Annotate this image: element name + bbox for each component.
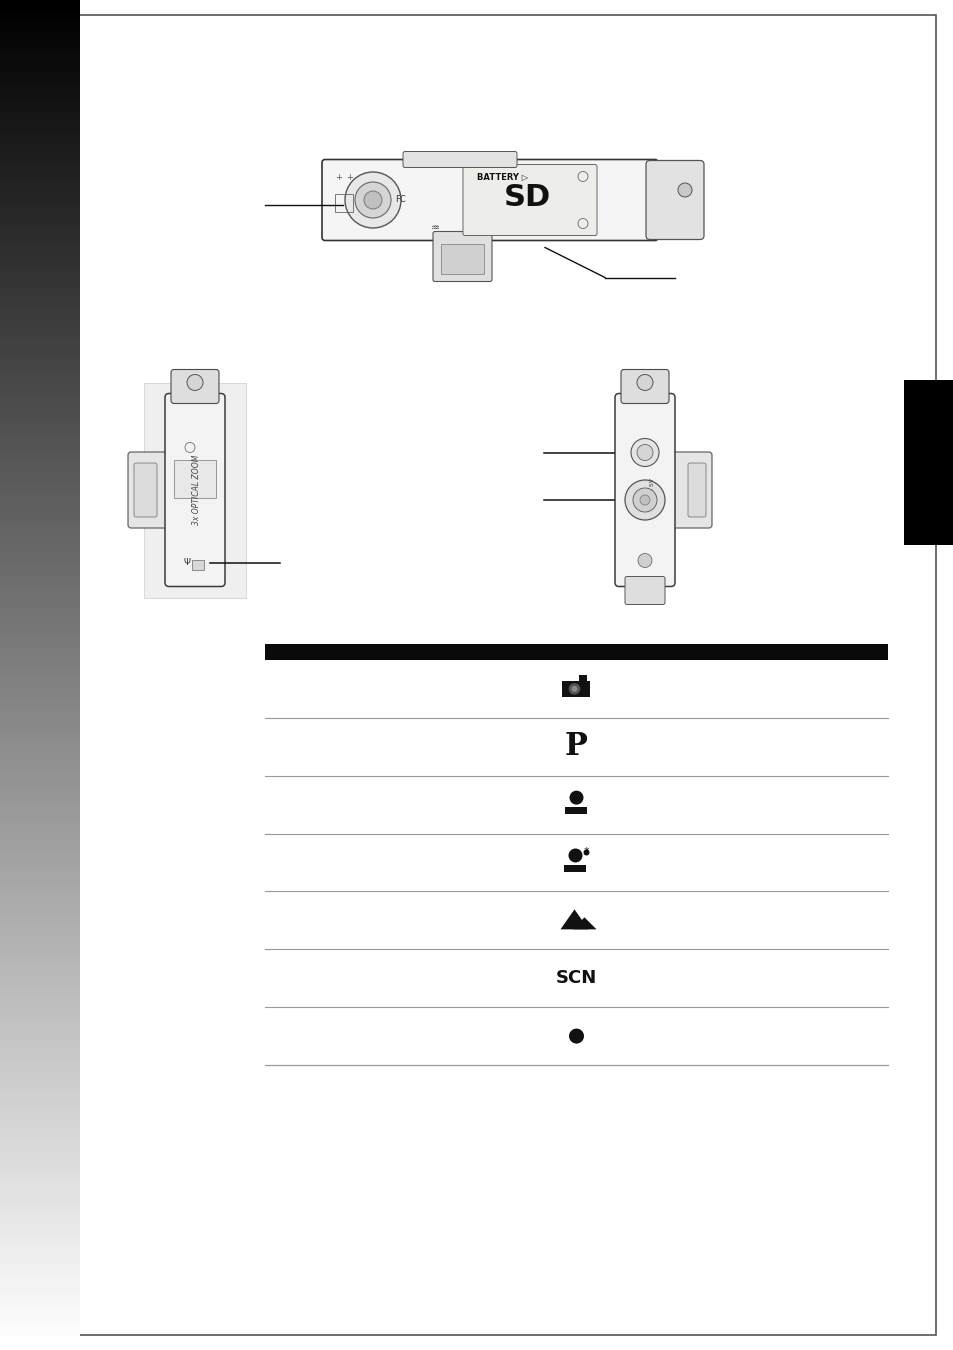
Bar [335, 194, 353, 212]
Circle shape [364, 190, 381, 209]
Text: SCN: SCN [556, 969, 597, 987]
FancyBboxPatch shape [687, 463, 705, 517]
Circle shape [569, 791, 583, 805]
Polygon shape [648, 502, 657, 514]
Circle shape [568, 683, 579, 695]
Polygon shape [564, 864, 586, 872]
Circle shape [571, 686, 577, 693]
Text: BATTERY ▷: BATTERY ▷ [476, 171, 528, 181]
Text: P: P [564, 732, 587, 763]
Text: Ψ: Ψ [183, 558, 191, 567]
Circle shape [630, 439, 659, 467]
Circle shape [187, 374, 203, 390]
FancyBboxPatch shape [322, 159, 658, 240]
Text: ♒: ♒ [430, 223, 439, 232]
Polygon shape [565, 807, 587, 814]
Text: +: + [346, 174, 353, 182]
FancyBboxPatch shape [171, 370, 219, 404]
FancyBboxPatch shape [615, 393, 675, 586]
Circle shape [355, 182, 391, 217]
Circle shape [624, 481, 664, 520]
Text: *: * [583, 848, 589, 857]
Text: FC: FC [395, 196, 405, 204]
FancyBboxPatch shape [165, 393, 225, 586]
FancyBboxPatch shape [624, 576, 664, 605]
Circle shape [678, 184, 691, 197]
Ellipse shape [573, 1029, 582, 1037]
Circle shape [633, 487, 657, 512]
Bar [173, 459, 215, 498]
Bar [265, 644, 887, 660]
Circle shape [345, 171, 400, 228]
Ellipse shape [568, 1031, 576, 1041]
FancyBboxPatch shape [667, 452, 711, 528]
Circle shape [571, 1031, 581, 1041]
Circle shape [639, 495, 649, 505]
Bar [440, 243, 483, 274]
FancyBboxPatch shape [128, 452, 172, 528]
Polygon shape [560, 910, 588, 929]
Circle shape [637, 374, 652, 390]
Ellipse shape [577, 1031, 583, 1041]
FancyBboxPatch shape [133, 463, 157, 517]
Bar [192, 559, 204, 570]
Polygon shape [648, 493, 657, 505]
Circle shape [568, 849, 582, 863]
FancyBboxPatch shape [433, 231, 492, 282]
Bar [562, 680, 590, 697]
Text: +: + [335, 174, 342, 182]
Ellipse shape [573, 1035, 582, 1044]
Bar [144, 382, 246, 598]
Polygon shape [572, 918, 596, 929]
FancyBboxPatch shape [462, 165, 597, 235]
Text: DC IN 5V: DC IN 5V [650, 478, 655, 506]
Bar [578, 675, 587, 680]
FancyBboxPatch shape [620, 370, 668, 404]
Circle shape [583, 849, 589, 856]
FancyBboxPatch shape [645, 161, 703, 239]
Text: 3x OPTICAL ZOOM: 3x OPTICAL ZOOM [193, 455, 201, 525]
Ellipse shape [569, 1029, 578, 1037]
Text: SD: SD [503, 182, 550, 212]
Ellipse shape [569, 1035, 578, 1044]
Circle shape [638, 554, 651, 567]
Circle shape [637, 444, 652, 460]
FancyBboxPatch shape [402, 151, 517, 167]
